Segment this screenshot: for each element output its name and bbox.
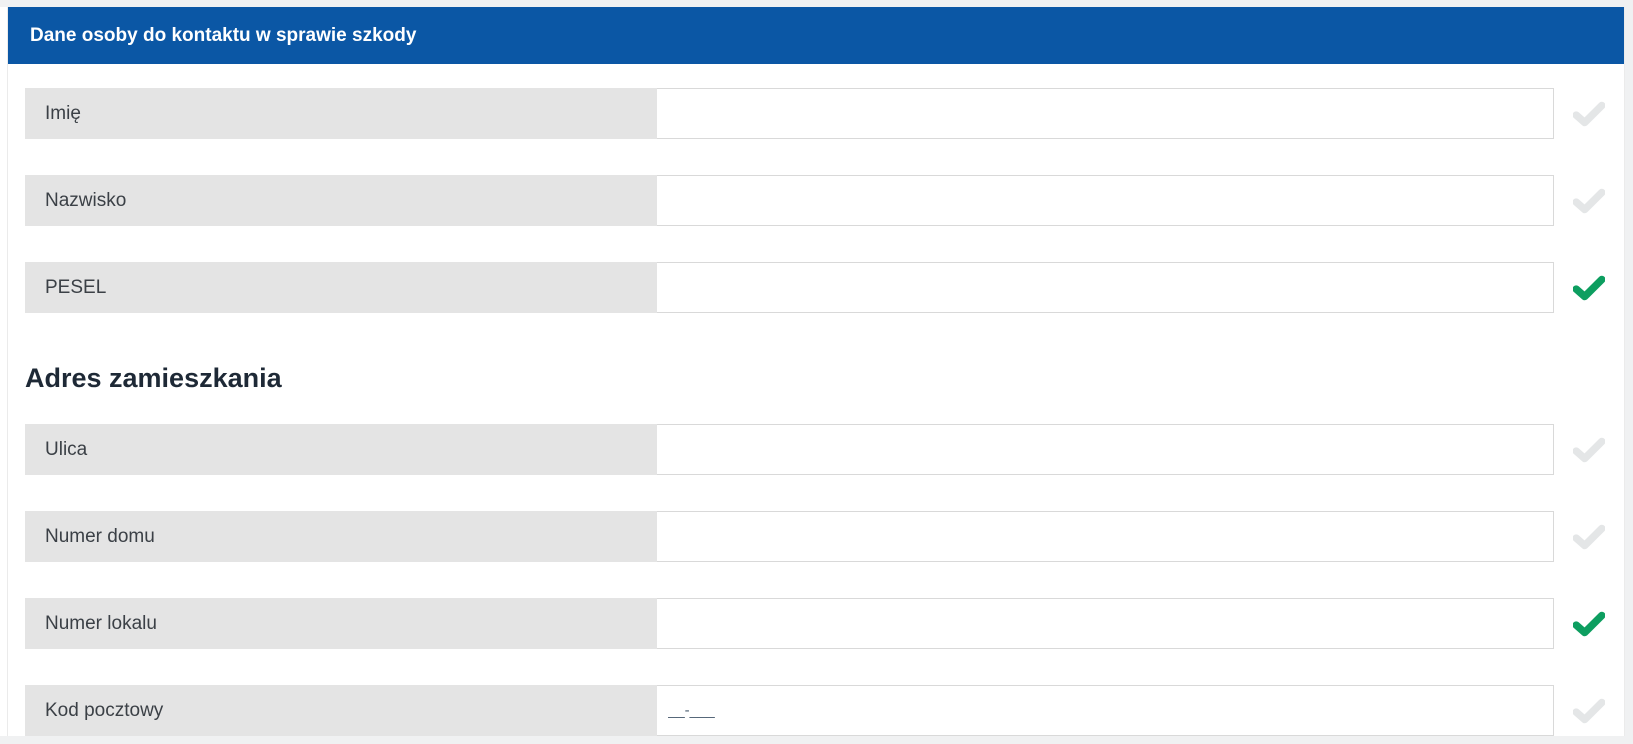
numer-lokalu-input[interactable] bbox=[657, 598, 1554, 649]
nazwisko-input[interactable] bbox=[657, 175, 1554, 226]
field-row-pesel: PESEL bbox=[25, 262, 1624, 313]
ulica-input[interactable] bbox=[657, 424, 1554, 475]
field-row-imie: Imię bbox=[25, 88, 1624, 139]
numer-domu-label: Numer domu bbox=[25, 511, 657, 562]
panel-title: Dane osoby do kontaktu w sprawie szkody bbox=[30, 24, 417, 46]
check-icon bbox=[1554, 611, 1624, 637]
field-row-nazwisko: Nazwisko bbox=[25, 175, 1624, 226]
pesel-label: PESEL bbox=[25, 262, 657, 313]
check-icon bbox=[1554, 437, 1624, 463]
numer-domu-input[interactable] bbox=[657, 511, 1554, 562]
field-row-numer-domu: Numer domu bbox=[25, 511, 1624, 562]
check-icon bbox=[1554, 524, 1624, 550]
panel-header: Dane osoby do kontaktu w sprawie szkody bbox=[8, 7, 1624, 64]
nazwisko-label: Nazwisko bbox=[25, 175, 657, 226]
check-icon bbox=[1554, 275, 1624, 301]
page-frame-right bbox=[1625, 0, 1633, 744]
page-frame-top bbox=[0, 0, 1633, 7]
numer-lokalu-label: Numer lokalu bbox=[25, 598, 657, 649]
imie-input[interactable] bbox=[657, 88, 1554, 139]
section-heading-adres: Adres zamieszkania bbox=[25, 363, 282, 393]
kod-pocztowy-input[interactable] bbox=[657, 685, 1554, 736]
pesel-input[interactable] bbox=[657, 262, 1554, 313]
field-row-ulica: Ulica bbox=[25, 424, 1624, 475]
check-icon bbox=[1554, 698, 1624, 724]
page-frame-bottom bbox=[0, 736, 1633, 744]
form-panel: Dane osoby do kontaktu w sprawie szkody … bbox=[7, 7, 1625, 744]
ulica-label: Ulica bbox=[25, 424, 657, 475]
imie-label: Imię bbox=[25, 88, 657, 139]
field-row-numer-lokalu: Numer lokalu bbox=[25, 598, 1624, 649]
field-row-kod-pocztowy: Kod pocztowy bbox=[25, 685, 1624, 736]
form-content: Imię Nazwisko PESEL A bbox=[8, 64, 1624, 736]
check-icon bbox=[1554, 188, 1624, 214]
kod-pocztowy-label: Kod pocztowy bbox=[25, 685, 657, 736]
check-icon bbox=[1554, 101, 1624, 127]
